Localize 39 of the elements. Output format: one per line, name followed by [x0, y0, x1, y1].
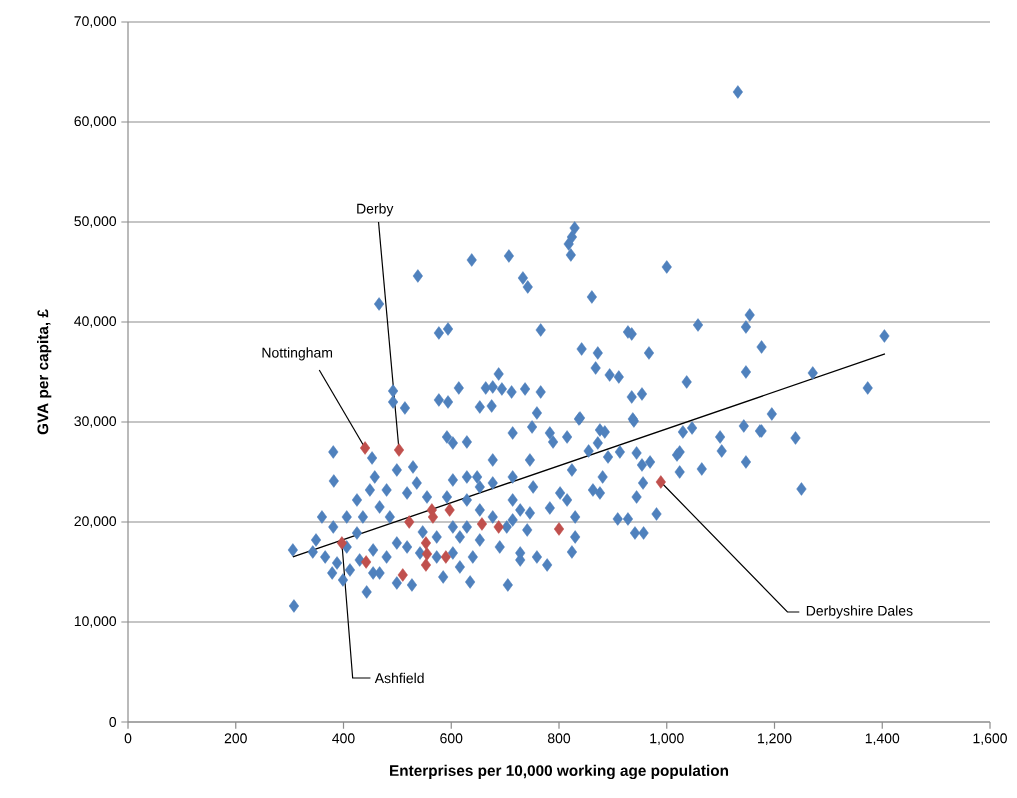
point: [476, 517, 488, 531]
y-tick-label: 60,000: [74, 116, 117, 128]
x-tick-label: 0: [124, 733, 132, 744]
point: [421, 547, 433, 561]
y-tick-label: 40,000: [74, 316, 117, 328]
annotation: Derbyshire Dales: [806, 605, 913, 619]
point: [397, 568, 408, 582]
point: [361, 555, 372, 569]
point: [420, 536, 432, 550]
x-tick-label: 1,200: [758, 733, 792, 745]
annotation: Ashfield: [374, 672, 424, 684]
point: [420, 558, 432, 572]
x-axis-title: Enterprises per 10,000 working age population: [390, 764, 729, 780]
point: [553, 522, 565, 536]
point: [440, 550, 451, 564]
y-tick-label: 20,000: [74, 516, 117, 528]
y-tick-label: 10,000: [74, 616, 117, 628]
x-tick-label: 800: [547, 733, 571, 744]
y-tick-label: 70,000: [74, 16, 117, 28]
point: [404, 515, 415, 529]
y-tick-label: 30,000: [74, 416, 117, 428]
point: [393, 443, 405, 457]
annotation: Nottingham: [262, 347, 333, 361]
x-tick-label: 600: [440, 733, 463, 744]
x-tick-label: 1,000: [650, 733, 684, 745]
point: [336, 536, 347, 550]
annotation: Derby: [357, 203, 394, 217]
point: [655, 475, 666, 489]
point: [359, 441, 371, 455]
y-tick-label: 0: [109, 717, 117, 727]
point: [427, 510, 439, 524]
y-axis-title: GVA per capita, £: [37, 309, 52, 435]
x-tick-label: 1,400: [865, 733, 900, 745]
x-tick-label: 200: [224, 733, 247, 744]
point: [493, 520, 504, 534]
y-tick-label: 50,000: [74, 216, 117, 228]
point: [444, 503, 455, 517]
x-tick-label: 1,600: [973, 733, 1007, 745]
x-tick-label: 400: [332, 733, 355, 744]
